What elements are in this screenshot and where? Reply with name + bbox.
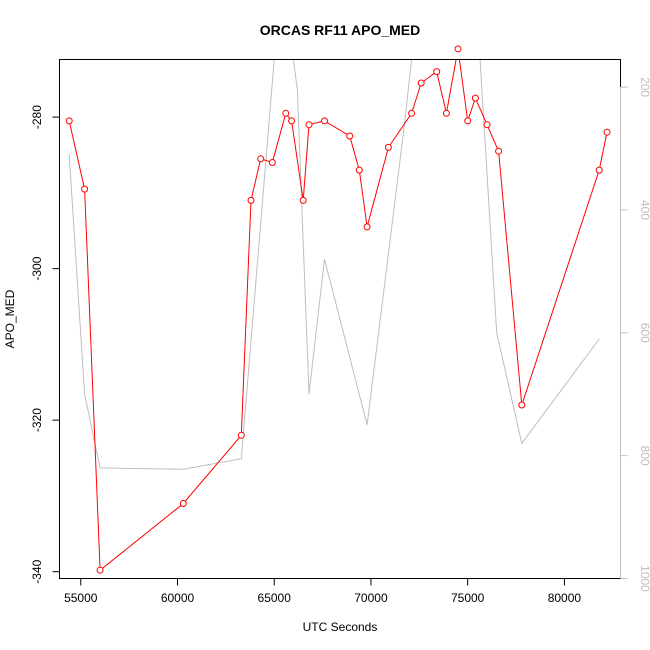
data-point: [355, 166, 363, 174]
data-point: [247, 196, 255, 204]
data-point: [305, 121, 313, 129]
data-point: [483, 121, 491, 129]
data-point: [288, 117, 296, 125]
data-point: [81, 185, 89, 193]
data-point: [433, 68, 441, 76]
y2-tick-label: 200: [638, 77, 650, 97]
data-point: [417, 79, 425, 87]
data-point: [595, 166, 603, 174]
data-point: [257, 155, 265, 163]
data-point: [442, 109, 450, 117]
data-point: [321, 117, 328, 125]
data-point: [603, 128, 611, 136]
data-point: [268, 159, 276, 166]
x-tick-label: 80000: [548, 591, 582, 605]
chart-title: ORCAS RF11 APO_MED: [260, 22, 421, 38]
secondary-y-axis: 200 400 600 800 1000: [620, 77, 650, 592]
data-point: [495, 147, 503, 155]
y2-tick-label: 800: [638, 446, 650, 466]
x-tick-label: 70000: [354, 591, 388, 605]
x-tick-label: 55000: [64, 591, 98, 605]
x-tick-label: 65000: [258, 591, 292, 605]
y-axis: -280 -300 -320 -340: [30, 105, 60, 584]
x-tick-label: 75000: [451, 591, 485, 605]
y-tick-label: -340: [30, 559, 44, 583]
data-point: [282, 109, 290, 117]
x-axis-label: UTC Seconds: [303, 620, 378, 634]
data-point: [454, 45, 462, 53]
data-point: [179, 500, 187, 507]
data-point: [384, 143, 392, 151]
y2-tick-label: 1000: [638, 565, 650, 592]
y2-tick-label: 600: [638, 323, 650, 343]
series-line-primary: [68, 59, 608, 572]
data-point: [464, 117, 472, 125]
data-point: [518, 401, 526, 409]
data-point: [96, 566, 104, 574]
y2-tick-label: 400: [638, 200, 650, 220]
data-point: [65, 117, 73, 125]
x-axis: 55000 60000 65000 70000 75000 80000: [64, 578, 582, 605]
y-tick-label: -320: [30, 408, 44, 432]
data-point: [346, 132, 354, 140]
data-point: [471, 94, 479, 102]
x-tick-label: 60000: [161, 591, 195, 605]
y-axis-label: APO_MED: [3, 289, 17, 348]
data-point: [408, 109, 416, 117]
y-tick-label: -300: [30, 256, 44, 280]
y-tick-label: -280: [30, 105, 44, 129]
data-point: [363, 223, 371, 231]
data-point: [299, 196, 307, 204]
series-line-secondary: [68, 59, 600, 470]
data-point: [237, 431, 245, 439]
